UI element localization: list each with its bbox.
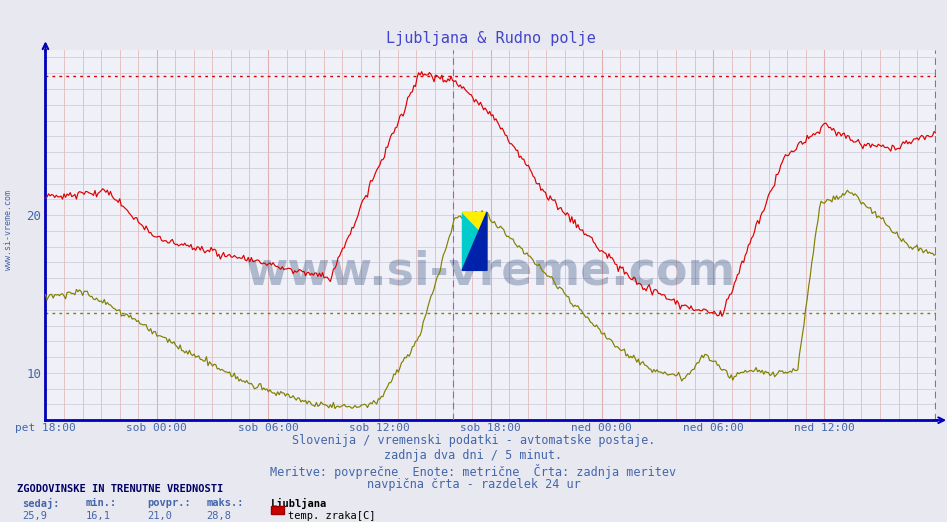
Text: povpr.:: povpr.:	[148, 498, 191, 508]
Text: navpična črta - razdelek 24 ur: navpična črta - razdelek 24 ur	[366, 478, 581, 491]
Text: 28,8: 28,8	[206, 511, 231, 520]
Title: Ljubljana & Rudno polje: Ljubljana & Rudno polje	[385, 31, 596, 45]
Text: 21,0: 21,0	[148, 511, 172, 520]
Text: Slovenija / vremenski podatki - avtomatske postaje.: Slovenija / vremenski podatki - avtomats…	[292, 434, 655, 447]
Text: 25,9: 25,9	[22, 511, 46, 520]
Text: sedaj:: sedaj:	[22, 498, 60, 509]
Text: Ljubljana: Ljubljana	[271, 498, 327, 509]
Text: maks.:: maks.:	[206, 498, 244, 508]
Text: min.:: min.:	[85, 498, 116, 508]
Text: temp. zraka[C]: temp. zraka[C]	[288, 511, 375, 520]
Polygon shape	[462, 212, 487, 270]
Text: ZGODOVINSKE IN TRENUTNE VREDNOSTI: ZGODOVINSKE IN TRENUTNE VREDNOSTI	[17, 484, 223, 494]
Text: www.si-vreme.com: www.si-vreme.com	[245, 250, 736, 294]
Text: Meritve: povprečne  Enote: metrične  Črta: zadnja meritev: Meritve: povprečne Enote: metrične Črta:…	[271, 464, 676, 479]
Text: zadnja dva dni / 5 minut.: zadnja dva dni / 5 minut.	[384, 449, 563, 462]
Polygon shape	[462, 212, 487, 270]
Text: www.si-vreme.com: www.si-vreme.com	[4, 189, 13, 270]
Text: 16,1: 16,1	[85, 511, 110, 520]
Polygon shape	[462, 212, 487, 238]
